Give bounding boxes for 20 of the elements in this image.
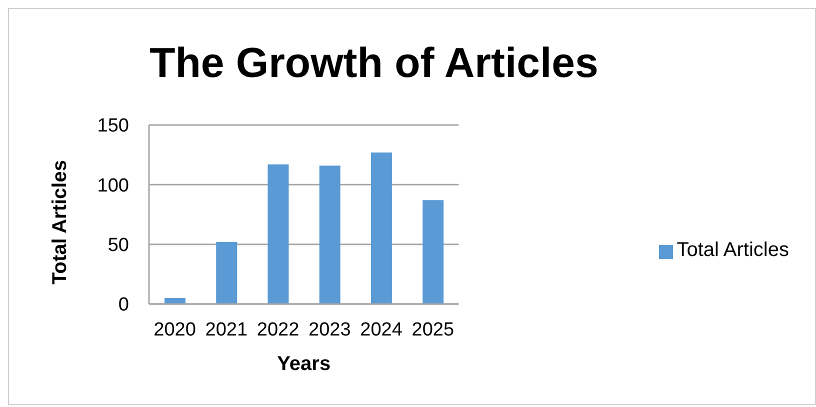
- y-axis-title: Total Articles: [49, 160, 72, 284]
- y-tick-label: 50: [108, 235, 129, 256]
- bar: [422, 200, 444, 304]
- y-tick-label: 150: [97, 116, 129, 137]
- bar: [164, 298, 186, 304]
- x-tick-label: 2024: [360, 319, 403, 340]
- chart-title: The Growth of Articles: [149, 39, 599, 87]
- x-axis-title: Years: [277, 353, 331, 376]
- y-tick-label: 0: [118, 294, 129, 316]
- bar: [370, 152, 392, 304]
- bar: [268, 164, 289, 304]
- bar: [319, 166, 340, 304]
- y-tick-label: 100: [97, 175, 129, 196]
- bar: [216, 242, 238, 304]
- x-tick-label: 2022: [256, 319, 300, 340]
- x-tick-label: 2021: [205, 319, 248, 340]
- legend-label: Total Articles: [676, 239, 789, 261]
- x-tick-label: 2020: [154, 319, 196, 340]
- x-tick-label: 2023: [308, 319, 351, 340]
- x-tick-label: 2025: [412, 319, 454, 340]
